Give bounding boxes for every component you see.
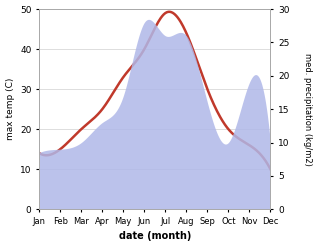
- Y-axis label: med. precipitation (kg/m2): med. precipitation (kg/m2): [303, 53, 313, 165]
- Y-axis label: max temp (C): max temp (C): [5, 78, 15, 140]
- X-axis label: date (month): date (month): [119, 231, 191, 242]
